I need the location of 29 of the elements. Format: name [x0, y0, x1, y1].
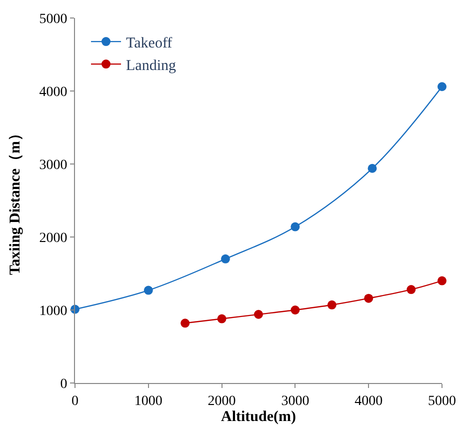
point — [254, 310, 263, 319]
point — [180, 318, 190, 328]
point — [438, 276, 446, 286]
point — [438, 82, 446, 92]
x-tick-label: 5000 — [428, 394, 456, 409]
point — [290, 222, 300, 232]
legend-label: Takeoff — [126, 35, 172, 52]
x-tick-label: 3000 — [281, 394, 310, 409]
y-axis-title: Taxiing Distance（m） — [7, 126, 24, 276]
x-tick-label: 0 — [72, 394, 78, 409]
x-tick-label: 1000 — [134, 394, 162, 409]
x-tick-label: 4000 — [354, 394, 383, 409]
point — [220, 254, 230, 264]
point — [144, 286, 153, 295]
point — [327, 300, 336, 310]
legend-label: Landing — [126, 58, 176, 74]
point — [368, 164, 377, 173]
y-tick-label: 3000 — [39, 158, 68, 173]
y-tick-label: 2000 — [39, 230, 68, 246]
y-tick-label: 0 — [60, 376, 68, 392]
point — [290, 306, 300, 314]
point — [364, 294, 374, 303]
y-tick-label: 1000 — [39, 304, 68, 319]
y-tick-label: 4000 — [39, 84, 68, 100]
x-tick-label: 2000 — [208, 394, 236, 409]
y-tick-label: 5000 — [39, 12, 68, 27]
x-axis-title: Altitude(m) — [221, 408, 296, 425]
point — [217, 314, 226, 324]
point — [406, 285, 416, 294]
